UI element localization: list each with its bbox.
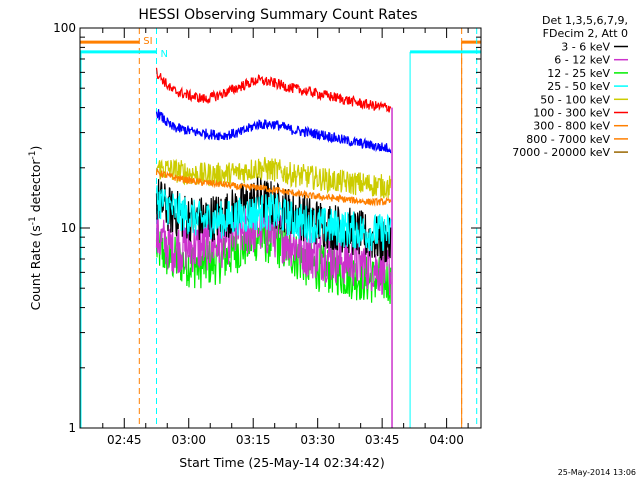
legend-entry-label: 800 - 7000 keV <box>526 133 610 146</box>
x-tick-label: 03:15 <box>236 433 271 447</box>
legend-entry-label: 50 - 100 keV <box>540 93 610 106</box>
x-axis: 02:45 03:00 03:15 03:30 03:45 04:00 <box>102 28 469 447</box>
x-tick-label: 04:00 <box>429 433 464 447</box>
series-line <box>155 168 392 207</box>
flag-label: SI <box>143 36 152 47</box>
x-tick-label: 03:30 <box>300 433 335 447</box>
plot-area: SI N 1 10 100 02:45 03:00 03:15 03:30 03:45 04:0… <box>53 21 482 447</box>
y-axis-label: Count Rate (s-1 detector-1) <box>28 146 43 311</box>
flag-label: N <box>161 49 168 60</box>
legend-header-line: Det 1,3,5,6,7,9, <box>542 14 628 27</box>
x-tick-label: 03:00 <box>171 433 206 447</box>
legend: Det 1,3,5,6,7,9,FDecim 2, Att 03 - 6 keV… <box>512 14 628 159</box>
timestamp: 25-May-2014 13:06 <box>558 468 636 477</box>
legend-entry-label: 6 - 12 keV <box>554 54 610 67</box>
x-tick-label: 02:45 <box>107 433 142 447</box>
legend-entry-label: 3 - 6 keV <box>561 41 610 54</box>
series-line <box>155 109 392 154</box>
legend-entry-label: 25 - 50 keV <box>547 80 610 93</box>
chart-title: HESSI Observing Summary Count Rates <box>138 7 417 23</box>
legend-entry-label: 7000 - 20000 keV <box>512 146 610 159</box>
x-tick-label: 03:45 <box>365 433 400 447</box>
y-tick-label: 100 <box>53 21 76 35</box>
y-tick-label: 10 <box>61 221 76 235</box>
y-axis: 1 10 100 <box>53 21 481 435</box>
series-line <box>155 156 392 199</box>
series-layer <box>155 67 393 428</box>
legend-entry-label: 300 - 800 keV <box>533 120 610 133</box>
x-axis-label: Start Time (25-May-14 02:34:42) <box>179 455 384 470</box>
series-line <box>155 185 392 252</box>
legend-entry-label: 100 - 300 keV <box>533 107 610 120</box>
y-tick-label: 1 <box>68 421 76 435</box>
series-line <box>155 67 392 113</box>
legend-entry-label: 12 - 25 keV <box>547 67 610 80</box>
legend-header-line: FDecim 2, Att 0 <box>543 27 628 40</box>
